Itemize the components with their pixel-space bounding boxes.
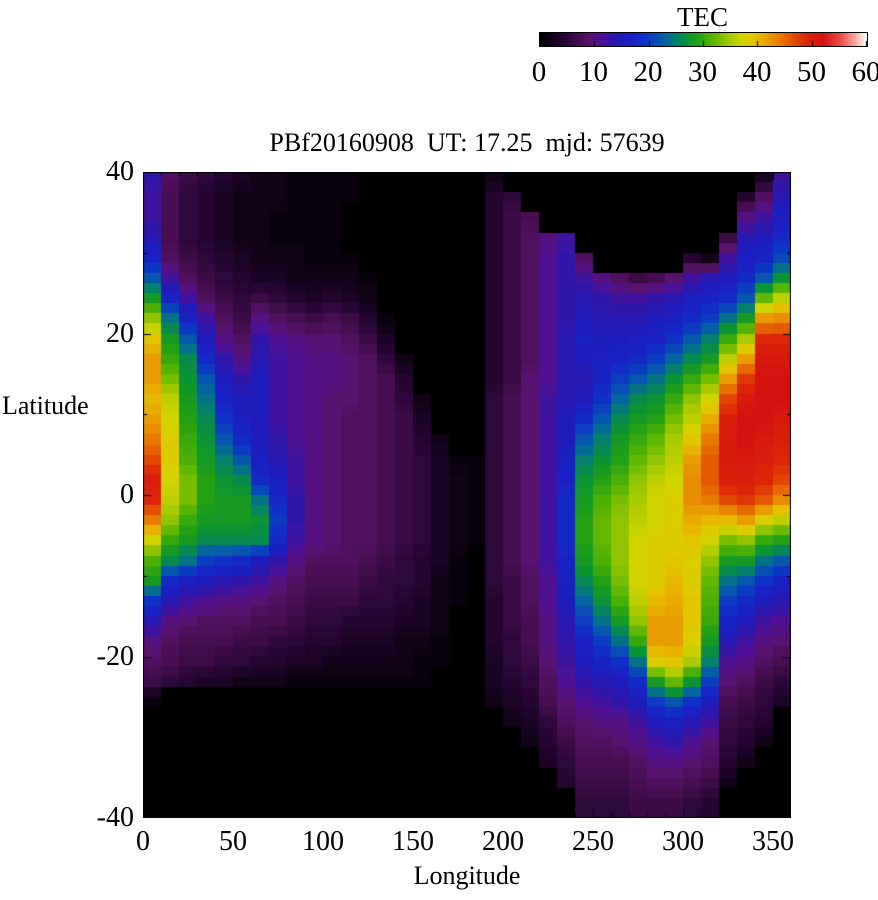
y-tick-label: 20 [106,317,134,349]
colorbar-gradient [539,32,868,47]
colorbar-tick-label: 30 [688,56,717,88]
x-tick-label: 200 [482,826,524,857]
y-tick-label: 40 [106,156,134,187]
x-tick-label: 250 [572,826,614,857]
colorbar-tick-label: 60 [851,56,878,88]
x-tick-label: 300 [662,826,704,857]
x-tick-label: 0 [136,826,150,857]
x-tick-label: 100 [302,826,344,857]
x-tick-label: 150 [392,826,434,857]
y-tick-label: 0 [120,479,134,510]
x-axis-title: Longitude [413,861,521,890]
colorbar-tick-label: 40 [742,56,772,88]
colorbar-tick-label: 0 [531,56,547,88]
colorbar-tick-label: 20 [633,56,663,88]
y-tick-label: -20 [96,640,134,672]
colorbar-tick-label: 50 [797,56,826,88]
plot-title: PBf20160908 UT: 17.25 mjd: 57639 [269,128,665,157]
colorbar-tick-label: 10 [579,56,608,88]
x-tick-label: 350 [752,826,794,857]
x-tick-label: 50 [219,826,247,857]
tec-heatmap-canvas [143,172,791,818]
y-axis-title: Latitude [2,391,89,420]
colorbar-title: TEC [677,2,728,32]
y-tick-label: -40 [96,802,134,833]
